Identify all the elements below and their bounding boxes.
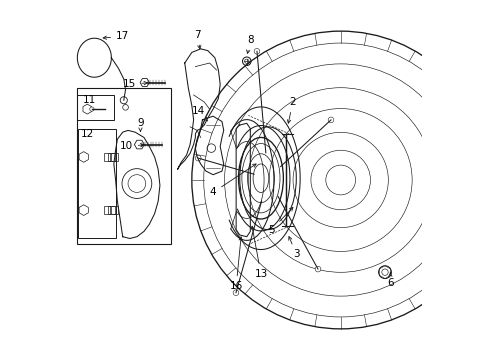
Text: 2: 2 bbox=[287, 97, 296, 123]
Text: 1: 1 bbox=[0, 359, 1, 360]
Text: 16: 16 bbox=[229, 237, 243, 291]
Bar bbox=[76, 95, 114, 120]
Bar bbox=[108, 206, 115, 215]
Circle shape bbox=[196, 155, 201, 161]
Circle shape bbox=[233, 290, 239, 296]
Text: 13: 13 bbox=[251, 226, 268, 279]
Circle shape bbox=[328, 117, 334, 123]
Circle shape bbox=[90, 107, 94, 111]
Text: 15: 15 bbox=[123, 79, 147, 89]
Text: 10: 10 bbox=[120, 141, 144, 151]
Text: 4: 4 bbox=[210, 164, 256, 197]
Circle shape bbox=[254, 49, 260, 54]
Bar bbox=[104, 206, 110, 215]
Text: 11: 11 bbox=[83, 95, 97, 105]
Bar bbox=[78, 129, 116, 238]
Text: 17: 17 bbox=[103, 31, 129, 41]
Text: 8: 8 bbox=[246, 35, 254, 53]
Bar bbox=[104, 153, 110, 161]
Text: 5: 5 bbox=[268, 207, 293, 235]
Text: 3: 3 bbox=[289, 237, 300, 260]
Circle shape bbox=[315, 266, 321, 272]
Bar bbox=[111, 153, 118, 161]
Bar bbox=[108, 153, 115, 161]
Text: 9: 9 bbox=[137, 118, 144, 131]
Text: 6: 6 bbox=[387, 272, 393, 288]
Bar bbox=[111, 206, 118, 215]
Bar bbox=[76, 88, 171, 244]
Text: 7: 7 bbox=[194, 30, 201, 49]
Text: 12: 12 bbox=[81, 129, 94, 139]
Text: 14: 14 bbox=[192, 106, 207, 121]
